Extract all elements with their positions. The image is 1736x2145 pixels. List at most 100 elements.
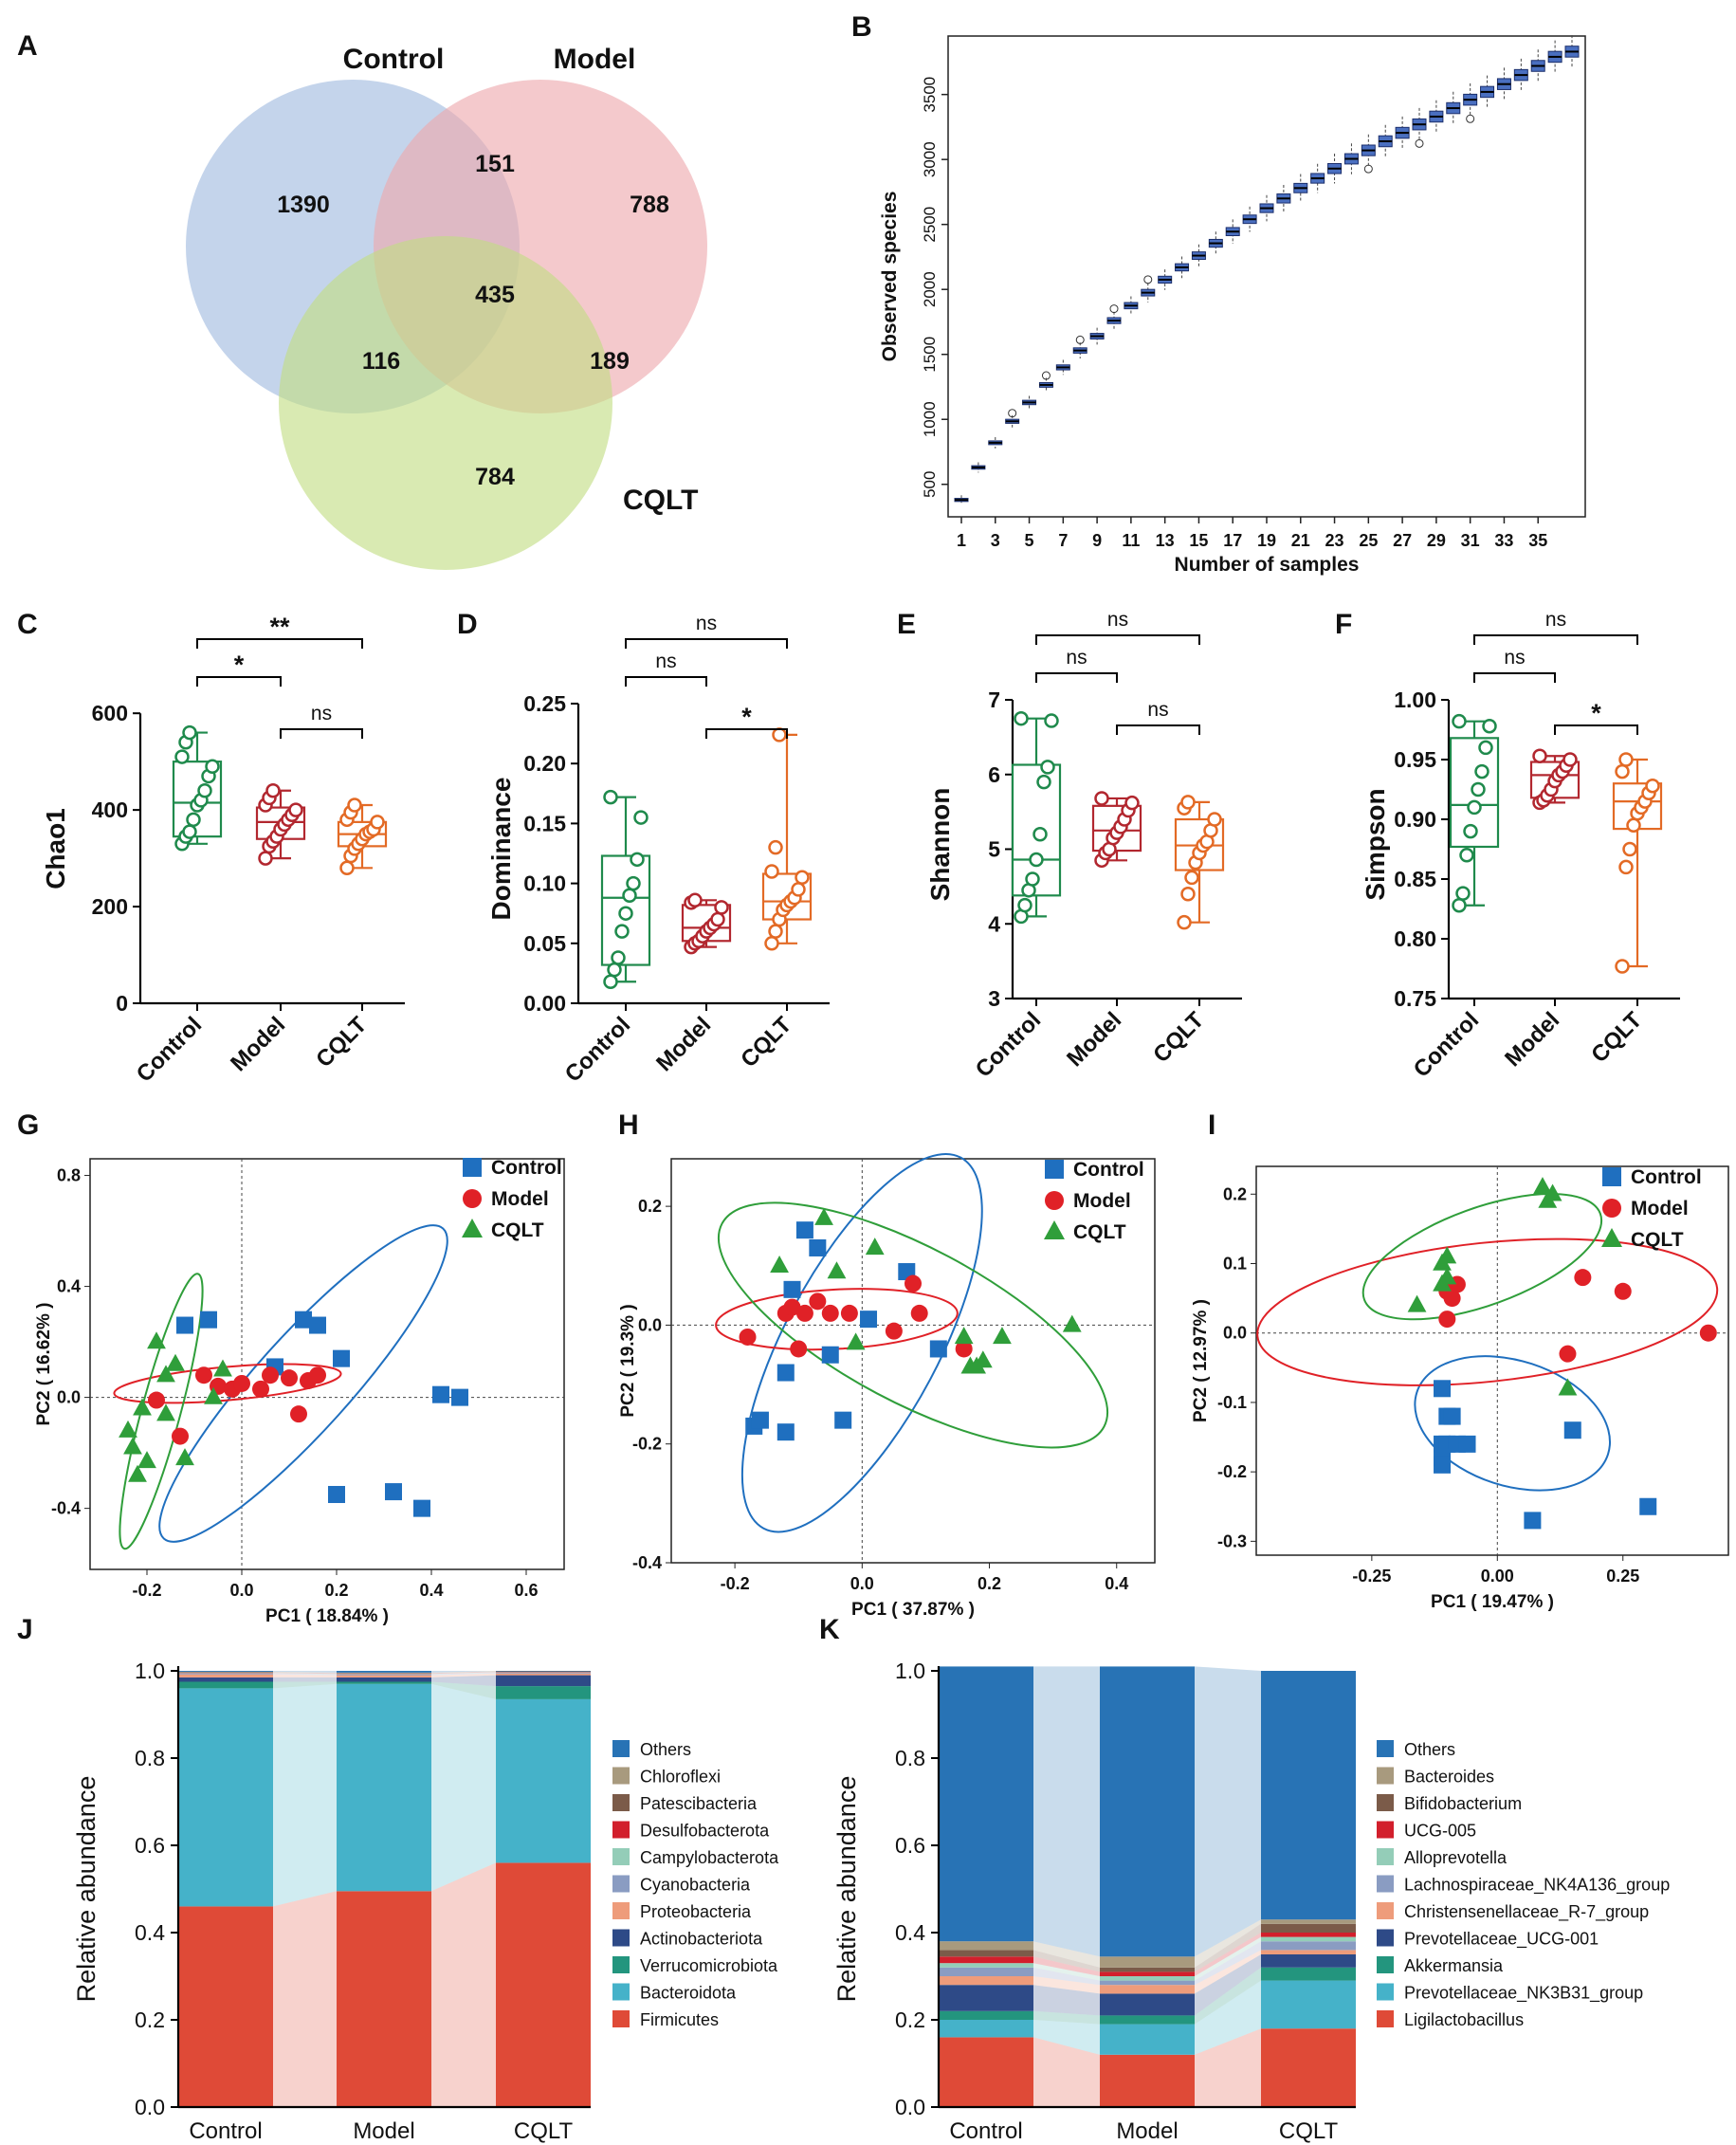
plot-frame bbox=[89, 1158, 565, 1570]
significance-label: ns bbox=[1545, 609, 1566, 631]
marker-circle bbox=[1438, 1311, 1456, 1329]
data-point bbox=[614, 924, 630, 939]
bar-segment bbox=[496, 1671, 591, 1672]
bar-segment bbox=[1100, 2024, 1195, 2055]
x-tick-label: 0.0 bbox=[229, 1581, 253, 1600]
data-point bbox=[1452, 713, 1467, 729]
bar-segment bbox=[1100, 2054, 1195, 2107]
boxplot-dominance: 0.00 0.05 0.10 0.15 0.20 0.25 Dominance Control… bbox=[486, 613, 830, 1088]
significance-bracket bbox=[1473, 634, 1638, 645]
marker-circle bbox=[905, 1274, 922, 1292]
y-tick-label: 0.2 bbox=[1223, 1184, 1247, 1203]
panel-label-g: G bbox=[17, 1109, 39, 1141]
x-tick-label: 35 bbox=[1528, 531, 1547, 550]
significance-label: ns bbox=[311, 703, 332, 724]
data-point bbox=[1184, 870, 1199, 886]
y-tick-label: 0.4 bbox=[135, 1920, 165, 1945]
significance-label: ns bbox=[1504, 647, 1525, 669]
bar-segment bbox=[496, 1673, 591, 1676]
confidence-ellipse bbox=[158, 1224, 448, 1543]
marker-square bbox=[309, 1316, 326, 1334]
marker-square bbox=[176, 1316, 193, 1334]
flow-band bbox=[1033, 1666, 1100, 1957]
venn-region-count: 116 bbox=[362, 348, 400, 375]
legend-swatch bbox=[1377, 1740, 1394, 1757]
legend-swatch bbox=[612, 1929, 630, 1947]
legend-label: Prevotellaceae_NK3B31_group bbox=[1404, 1984, 1643, 2004]
venn-diagram: Control Model CQLT 1390 788 784 151 116 189 435 bbox=[186, 44, 707, 570]
marker-triangle bbox=[156, 1365, 175, 1383]
bar-segment bbox=[939, 1963, 1033, 1968]
flow-band bbox=[1033, 2020, 1100, 2055]
data-point bbox=[795, 870, 810, 886]
venn-region-count: 189 bbox=[590, 348, 630, 375]
venn-region-count: 435 bbox=[475, 282, 515, 308]
y-tick-label: 200 bbox=[92, 894, 128, 919]
marker-circle bbox=[795, 1304, 813, 1322]
x-tick-label: 9 bbox=[1092, 531, 1102, 550]
confidence-ellipse bbox=[1414, 1355, 1611, 1492]
y-tick-label: 2500 bbox=[921, 207, 939, 243]
marker-square bbox=[385, 1483, 402, 1501]
flow-band bbox=[1195, 1980, 1261, 2055]
x-tick-label: 33 bbox=[1494, 531, 1513, 550]
marker-square bbox=[200, 1311, 217, 1329]
marker-triangle bbox=[213, 1359, 232, 1377]
x-tick-label: 0.2 bbox=[978, 1574, 1001, 1593]
y-tick-label: 1000 bbox=[921, 401, 939, 437]
legend-swatch bbox=[1377, 1956, 1394, 1973]
bar-segment bbox=[939, 2037, 1033, 2107]
y-tick-label: 0.2 bbox=[638, 1197, 662, 1216]
data-point bbox=[768, 924, 783, 939]
y-tick-label: 4 bbox=[988, 911, 1000, 936]
data-point bbox=[768, 839, 783, 855]
y-tick-label: 3 bbox=[988, 986, 1000, 1011]
data-point bbox=[1478, 740, 1493, 756]
x-tick-label: 13 bbox=[1156, 531, 1175, 550]
data-point bbox=[1622, 841, 1637, 857]
venn-set-cqlt bbox=[279, 236, 612, 570]
significance-label: ns bbox=[655, 651, 676, 672]
marker-square bbox=[821, 1346, 839, 1364]
y-tick-label: 0.25 bbox=[523, 691, 566, 716]
y-tick-label: 0.20 bbox=[523, 751, 566, 776]
marker-square bbox=[1639, 1497, 1657, 1515]
legend-label: Others bbox=[640, 1740, 691, 1759]
marker-triangle bbox=[1433, 1274, 1452, 1292]
marker-triangle bbox=[147, 1331, 166, 1349]
x-tick-label: Model bbox=[1116, 2118, 1178, 2144]
flow-band bbox=[273, 1673, 337, 1675]
marker-square bbox=[777, 1364, 795, 1382]
y-tick-label: 3500 bbox=[921, 77, 939, 113]
x-tick-label: CQLT bbox=[1148, 1007, 1209, 1068]
marker-triangle bbox=[1062, 1314, 1082, 1332]
data-point bbox=[633, 810, 649, 825]
y-tick-label: 0.80 bbox=[1394, 926, 1436, 951]
y-tick-label: 0.2 bbox=[895, 2008, 925, 2032]
data-point bbox=[1474, 763, 1489, 779]
data-point bbox=[1615, 959, 1630, 974]
data-point bbox=[182, 724, 197, 741]
legend-swatch bbox=[612, 1875, 630, 1893]
data-point bbox=[1014, 710, 1029, 726]
y-tick-label: -0.4 bbox=[632, 1553, 662, 1572]
data-point bbox=[1467, 799, 1482, 816]
marker-square bbox=[1458, 1435, 1476, 1453]
marker-triangle bbox=[166, 1353, 185, 1371]
marker-square bbox=[432, 1385, 449, 1403]
bar-segment bbox=[496, 1675, 591, 1687]
marker-triangle bbox=[1543, 1183, 1562, 1201]
marker-circle bbox=[955, 1340, 973, 1358]
x-tick-label: CQLT bbox=[736, 1012, 796, 1072]
confidence-ellipse bbox=[717, 1201, 1109, 1449]
bar-segment bbox=[1100, 1976, 1195, 1981]
y-tick-label: -0.3 bbox=[1217, 1531, 1247, 1550]
data-point bbox=[1044, 713, 1059, 728]
flow-band bbox=[1195, 1954, 1261, 2016]
marker-circle bbox=[1699, 1324, 1717, 1342]
data-point bbox=[197, 782, 212, 798]
x-tick-label: 5 bbox=[1025, 531, 1034, 550]
data-point bbox=[258, 851, 273, 866]
